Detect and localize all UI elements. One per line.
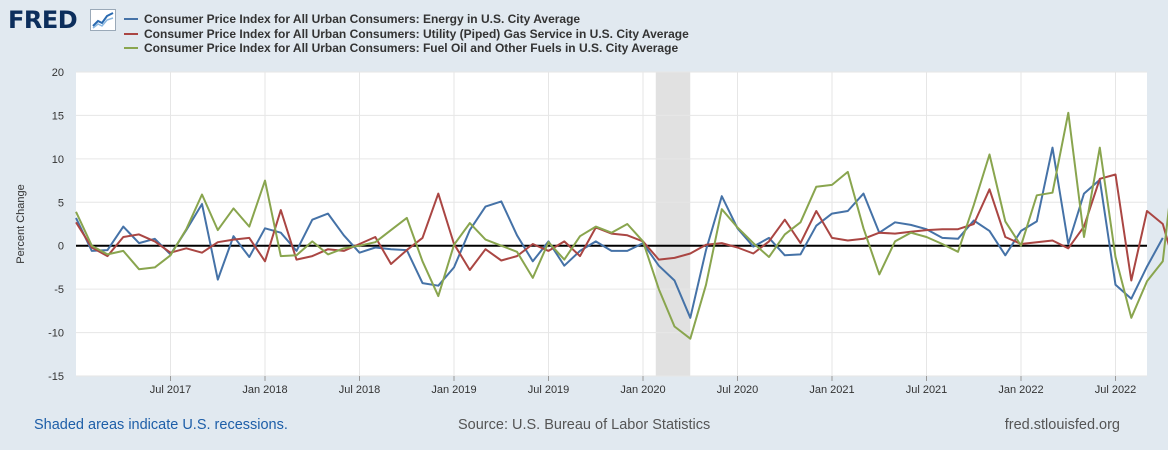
series-line-3[interactable] xyxy=(75,111,1168,340)
legend-label: Consumer Price Index for All Urban Consu… xyxy=(144,26,689,41)
y-tick-label: -5 xyxy=(54,284,64,296)
y-tick-label: 0 xyxy=(58,241,64,253)
x-tick-label: Jul 2021 xyxy=(906,384,948,396)
fred-chart-logo-icon xyxy=(90,9,116,31)
legend-label: Consumer Price Index for All Urban Consu… xyxy=(144,41,679,55)
recession-band xyxy=(655,72,691,376)
x-tick-label: Jan 2022 xyxy=(998,384,1043,396)
y-tick-label: 10 xyxy=(52,154,64,166)
x-tick-label: Jul 2019 xyxy=(528,384,570,396)
x-tick-label: Jul 2018 xyxy=(339,384,381,396)
x-tick-label: Jan 2020 xyxy=(620,384,665,396)
source-text: Source: U.S. Bureau of Labor Statistics xyxy=(458,417,711,433)
y-tick-label: 20 xyxy=(52,67,64,79)
y-tick-label: -15 xyxy=(48,371,64,383)
legend-item: Consumer Price Index for All Urban Consu… xyxy=(124,12,689,27)
legend-swatch xyxy=(124,32,138,35)
chart-legend: Consumer Price Index for All Urban Consu… xyxy=(124,12,689,56)
y-tick-label: -10 xyxy=(48,328,64,340)
fred-logo[interactable]: FRED xyxy=(8,6,78,34)
x-tick-label: Jan 2018 xyxy=(242,384,287,396)
series-line-1[interactable] xyxy=(75,146,1164,319)
legend-item: Consumer Price Index for All Urban Consu… xyxy=(124,27,689,42)
legend-swatch xyxy=(124,47,138,50)
site-link[interactable]: fred.stlouisfed.org xyxy=(1004,417,1120,433)
y-axis-label: Percent Change xyxy=(15,184,27,264)
series-line-2[interactable] xyxy=(75,173,1168,282)
legend-swatch xyxy=(124,18,138,21)
x-tick-label: Jul 2017 xyxy=(150,384,192,396)
plot-area xyxy=(76,72,1147,376)
y-tick-label: 15 xyxy=(52,110,64,122)
x-tick-label: Jan 2021 xyxy=(809,384,854,396)
legend-label: Consumer Price Index for All Urban Consu… xyxy=(144,12,581,26)
x-tick-label: Jan 2019 xyxy=(431,384,476,396)
recession-note[interactable]: Shaded areas indicate U.S. recessions. xyxy=(34,417,288,433)
x-tick-label: Jul 2020 xyxy=(717,384,759,396)
legend-item: Consumer Price Index for All Urban Consu… xyxy=(124,41,689,56)
x-tick-label: Jul 2022 xyxy=(1095,384,1137,396)
y-tick-label: 5 xyxy=(58,197,64,209)
